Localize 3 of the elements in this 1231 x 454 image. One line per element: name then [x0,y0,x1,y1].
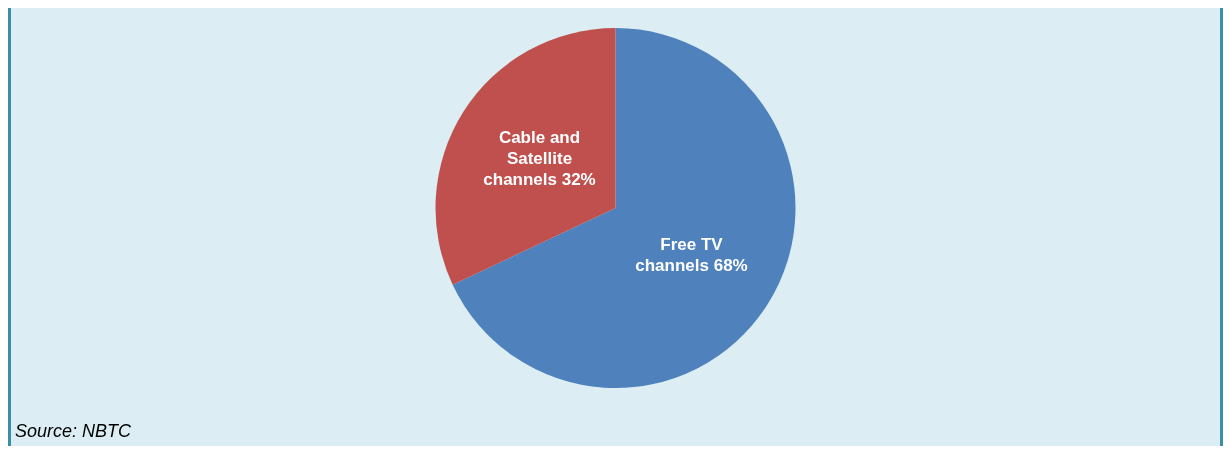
slice-label: Free TV channels 68% [635,235,748,276]
source-note: Source: NBTC [15,421,132,442]
slice-label: Cable and Satellite channels 32% [483,128,596,190]
